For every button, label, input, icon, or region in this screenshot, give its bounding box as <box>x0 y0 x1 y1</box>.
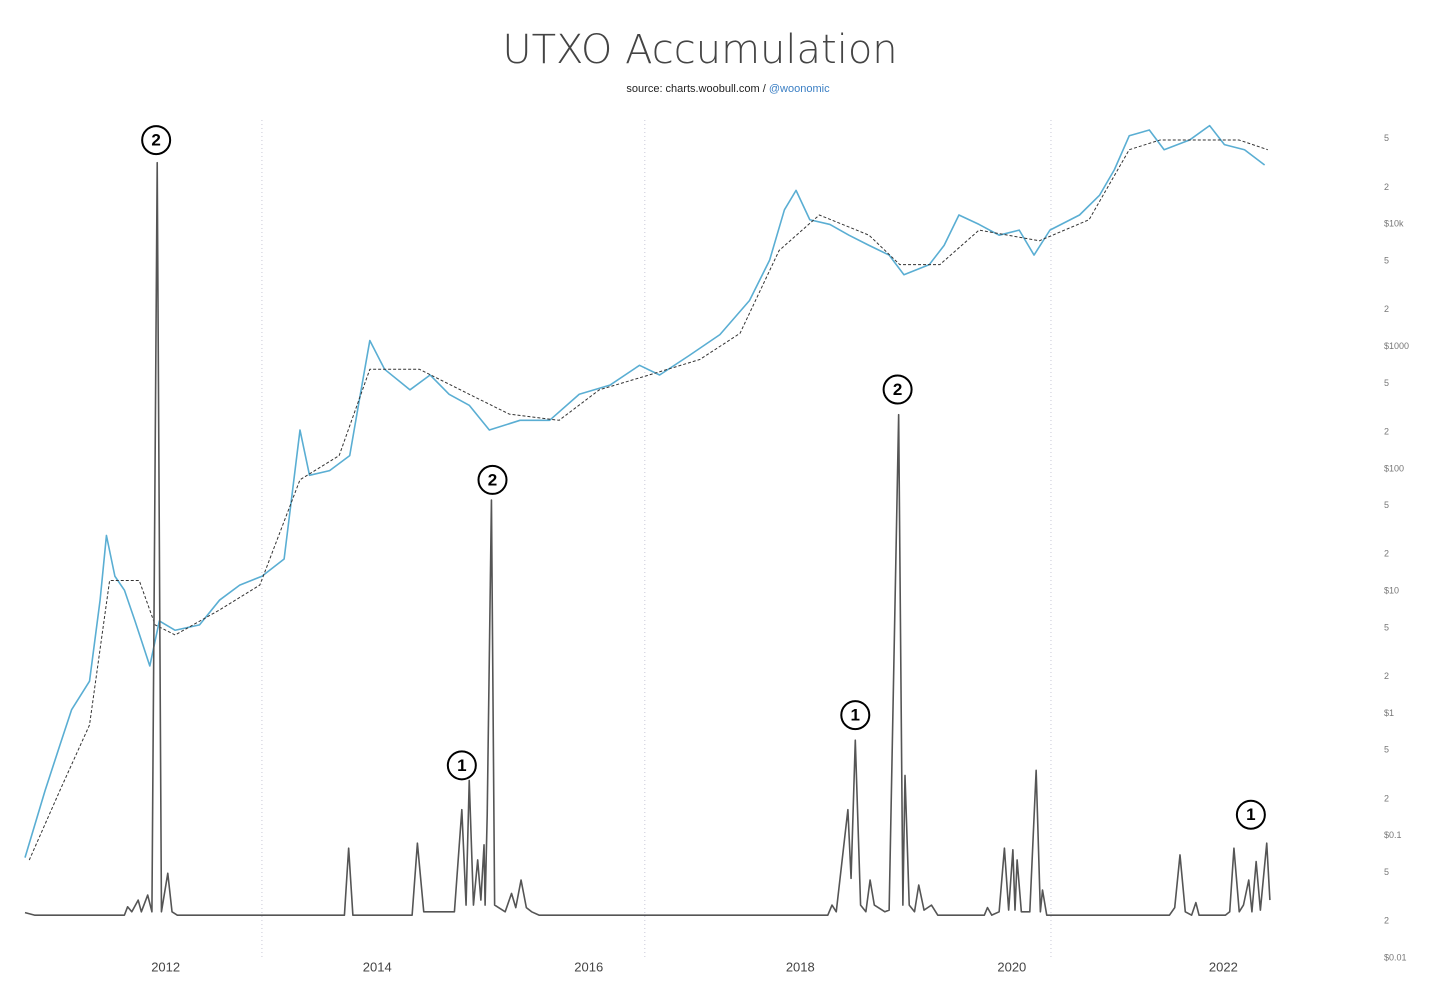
y-tick-label: $10 <box>1384 586 1399 596</box>
y-tick-label: $100 <box>1384 463 1404 473</box>
y-tick-label: $10k <box>1384 219 1404 229</box>
y-tick-label: $0.1 <box>1384 830 1402 840</box>
y-tick-label: 2 <box>1384 549 1389 559</box>
y-tick-label: 5 <box>1384 133 1389 143</box>
annotation-label: 2 <box>151 131 160 150</box>
y-tick-label: 2 <box>1384 671 1389 681</box>
y-tick-label: 2 <box>1384 793 1389 803</box>
annotation-circle <box>446 750 477 781</box>
x-tick-label: 2022 <box>1209 959 1238 974</box>
y-tick-label: 5 <box>1384 378 1389 388</box>
annotation-label: 2 <box>488 470 497 489</box>
y-tick-label: 5 <box>1384 622 1389 632</box>
x-tick-label: 2020 <box>997 959 1026 974</box>
chart-subtitle: source: charts.woobull.com / @woonomic <box>626 83 830 95</box>
annotation-label: 1 <box>1246 805 1255 824</box>
series-line <box>28 139 1268 861</box>
x-tick-label: 2014 <box>363 959 392 974</box>
x-tick-label: 2018 <box>786 959 815 974</box>
annotation-circle <box>477 464 508 495</box>
y-tick-label: 5 <box>1384 867 1389 877</box>
chart-title: UTXO Accumulation <box>502 27 897 73</box>
source-text: source: charts.woobull.com / <box>626 83 766 95</box>
y-tick-label: 2 <box>1384 304 1389 314</box>
y-tick-label: 2 <box>1384 182 1389 192</box>
x-tick-label: 2012 <box>151 959 180 974</box>
annotation-circle <box>882 374 913 405</box>
source-link: @woonomic <box>769 83 830 95</box>
series-line <box>24 124 1266 858</box>
y-tick-label: $1 <box>1384 708 1394 718</box>
annotation-circle <box>1235 799 1266 830</box>
series-line <box>24 161 1271 916</box>
y-tick-label: 5 <box>1384 745 1389 755</box>
y-tick-label: 5 <box>1384 256 1389 266</box>
y-tick-label: $1000 <box>1384 341 1409 351</box>
y-tick-label: $0.01 <box>1384 952 1407 962</box>
annotation-label: 1 <box>851 706 860 725</box>
x-tick-label: 2016 <box>574 959 603 974</box>
annotation-label: 2 <box>893 380 902 399</box>
y-tick-label: 5 <box>1384 500 1389 510</box>
y-tick-label: 2 <box>1384 916 1389 926</box>
annotation-circle <box>840 700 871 731</box>
annotation-label: 1 <box>457 756 466 775</box>
y-tick-label: 2 <box>1384 426 1389 436</box>
annotation-circle <box>141 125 172 156</box>
